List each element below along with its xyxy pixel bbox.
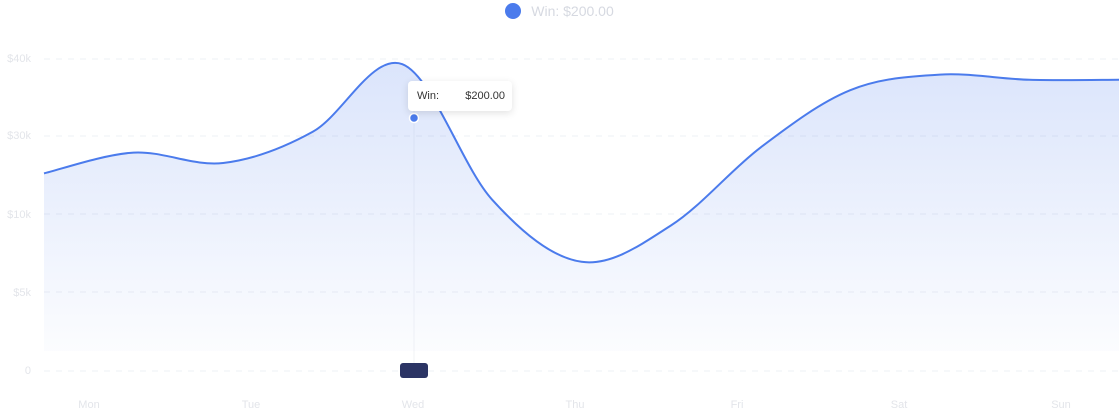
legend-label: Win: $200.00 — [531, 3, 614, 19]
y-tick-label: $30k — [7, 130, 31, 142]
x-axis-labels: Mon Tue Wed Thu Fri Sat Sun — [78, 399, 1070, 411]
chart-tooltip: Win: $200.00 — [408, 81, 512, 111]
x-tick-label: Fri — [731, 399, 744, 411]
y-tick-label: 0 — [25, 365, 31, 377]
y-tick-label: $10k — [7, 209, 31, 221]
y-tick-label: $40k — [7, 53, 31, 65]
x-tick-label: Sun — [1051, 399, 1071, 411]
chart-legend: Win: $200.00 — [0, 0, 1119, 22]
series-line[interactable] — [43, 61, 1119, 264]
x-tick-label: Thu — [566, 399, 585, 411]
x-tick-label: Sat — [891, 399, 908, 411]
tooltip-label: Win: — [417, 90, 439, 102]
legend-dot-icon — [505, 3, 522, 19]
x-axis-pointer-label — [400, 363, 428, 378]
x-tick-label: Wed — [402, 399, 424, 411]
x-tick-label: Mon — [78, 399, 99, 411]
y-axis-labels: 0 $5k $10k $30k $40k — [7, 53, 31, 377]
x-tick-label: Tue — [242, 399, 261, 411]
highlight-point[interactable] — [408, 112, 420, 124]
series-area-fill — [44, 62, 1119, 352]
tooltip-value: $200.00 — [465, 90, 505, 102]
y-tick-label: $5k — [13, 287, 31, 299]
